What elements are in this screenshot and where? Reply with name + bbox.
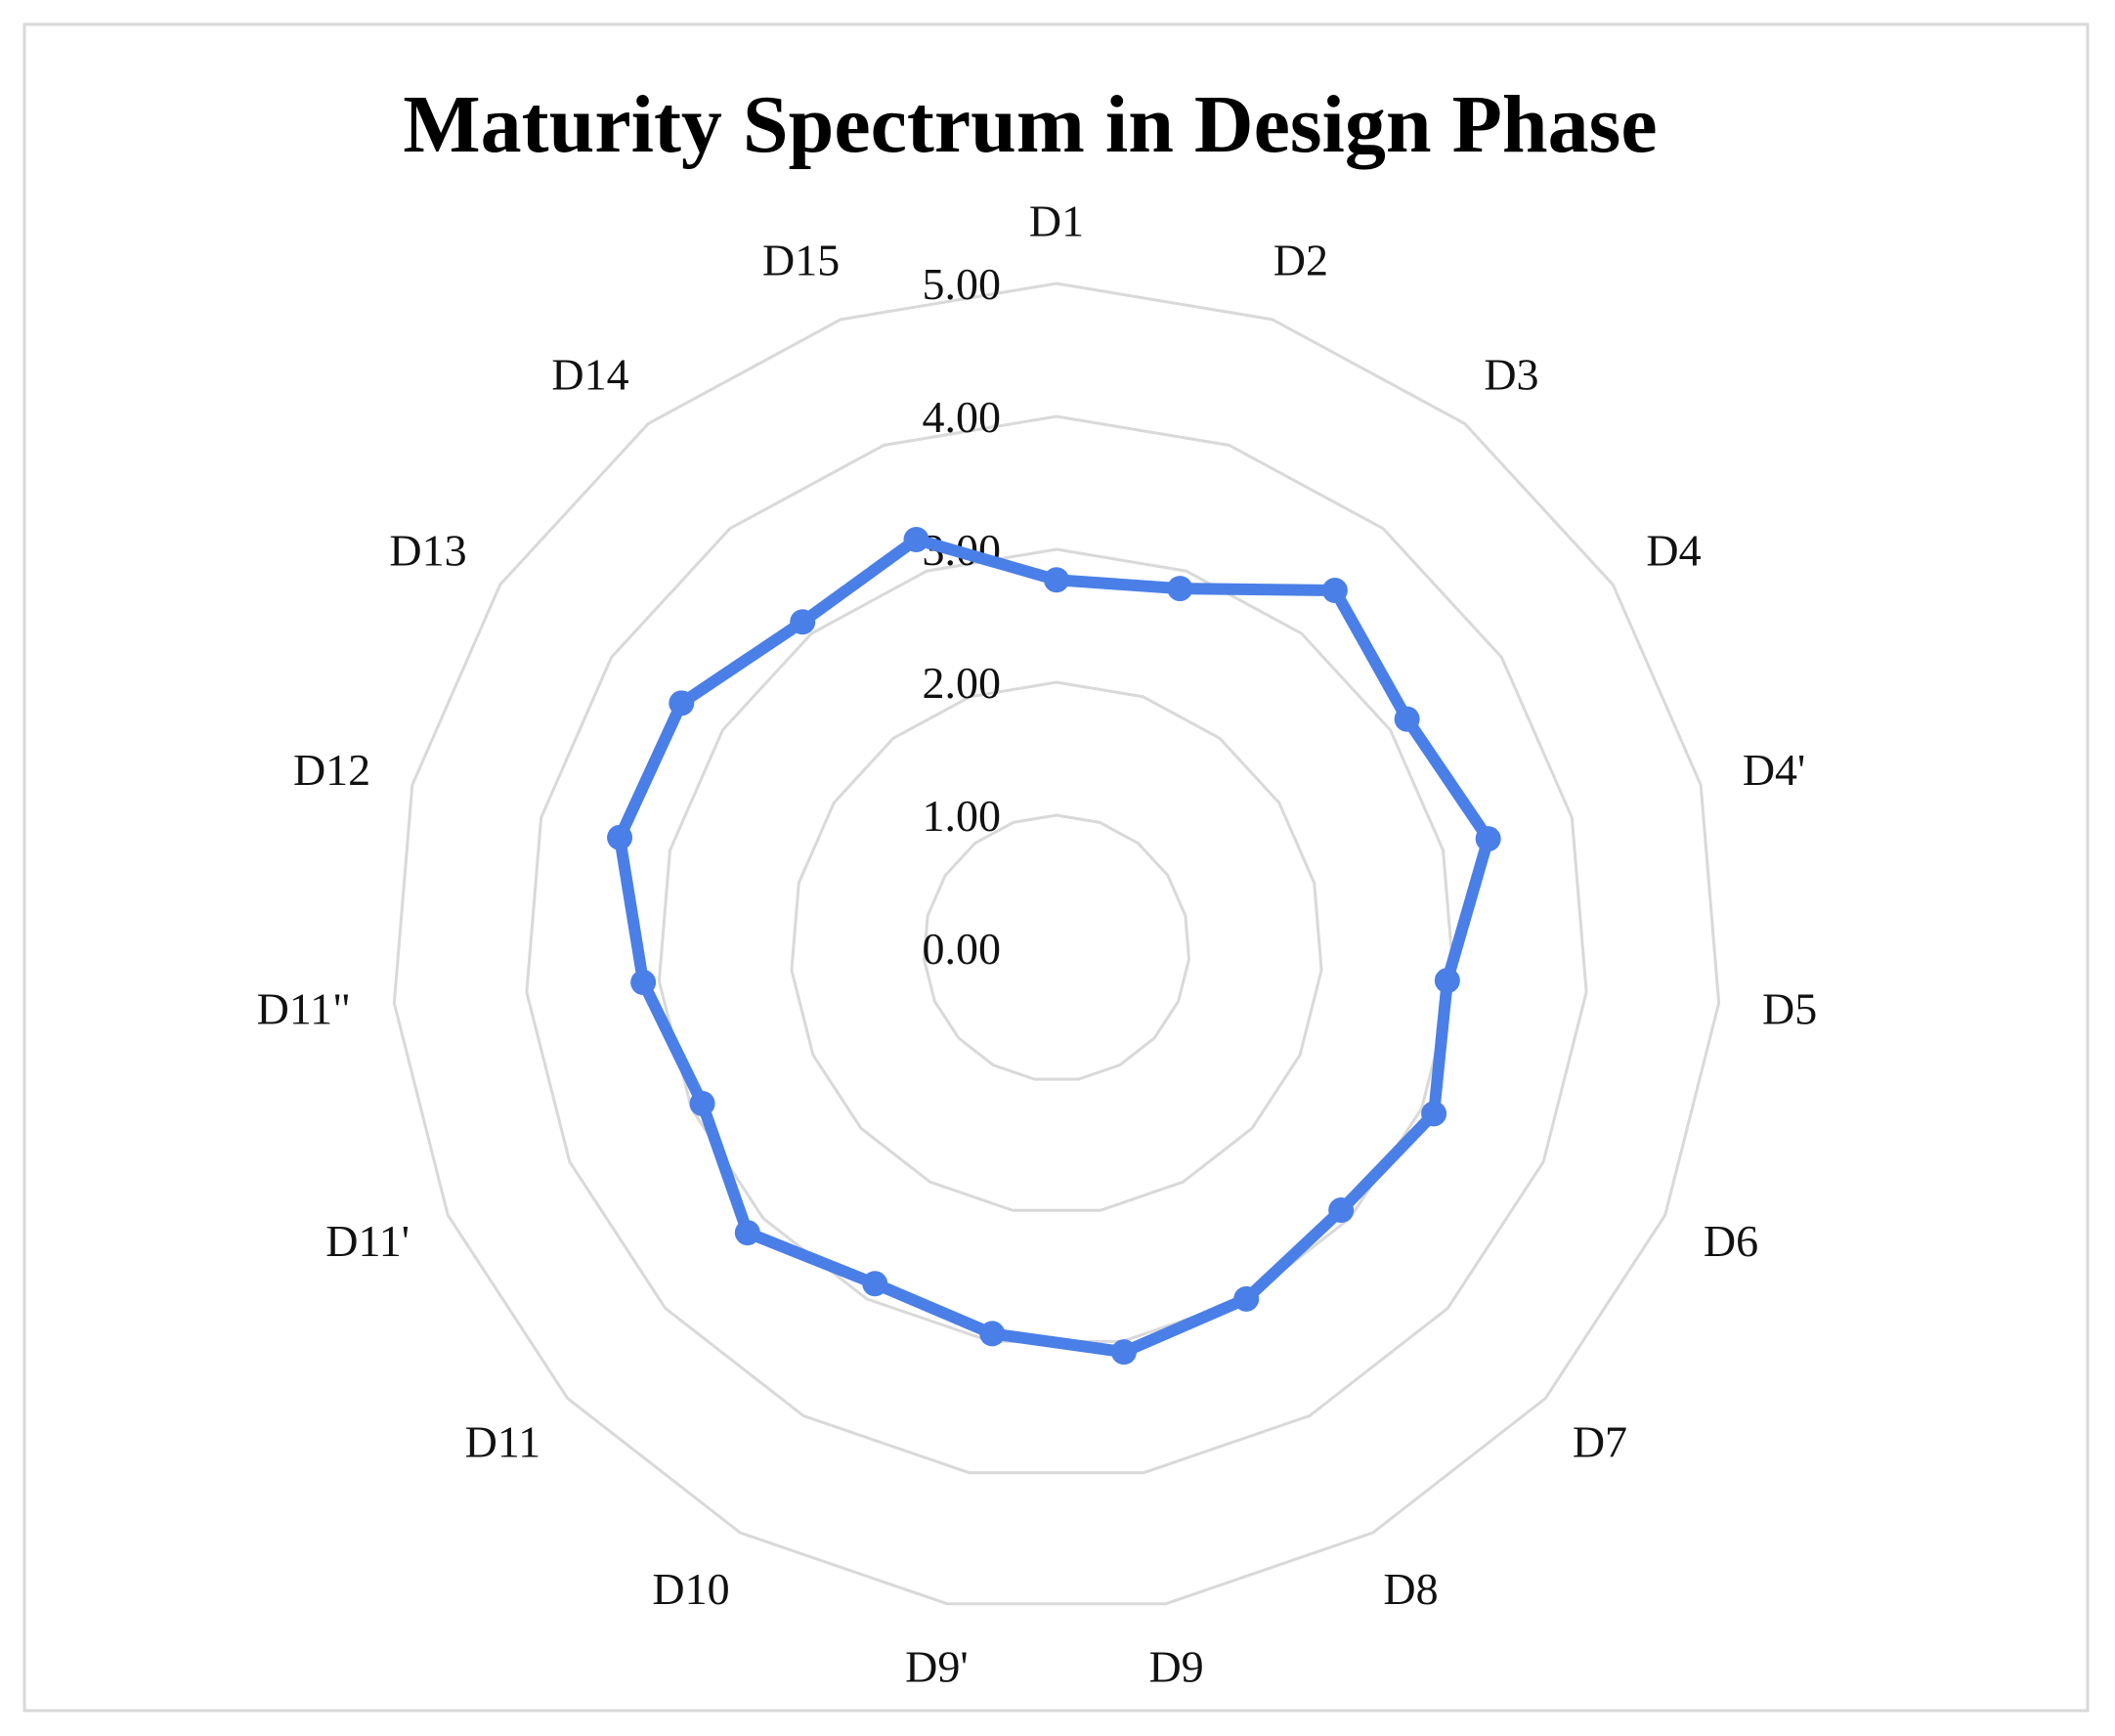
series bbox=[607, 526, 1501, 1366]
grid-ring bbox=[922, 813, 1191, 1081]
data-point bbox=[1167, 576, 1193, 602]
category-label: D1 bbox=[1029, 195, 1084, 245]
data-point bbox=[607, 824, 633, 850]
category-label: D8 bbox=[1383, 1564, 1438, 1614]
data-point bbox=[689, 1090, 715, 1116]
category-label: D13 bbox=[389, 526, 466, 576]
category-label: D9' bbox=[905, 1641, 969, 1691]
grid-ring bbox=[525, 414, 1588, 1475]
data-point bbox=[1475, 826, 1501, 852]
data-point bbox=[630, 970, 657, 996]
category-label: D3 bbox=[1484, 349, 1538, 399]
category-label: D5 bbox=[1762, 983, 1817, 1033]
grid-ring bbox=[790, 680, 1323, 1212]
data-point bbox=[1044, 567, 1069, 593]
data-point bbox=[669, 690, 695, 716]
category-labels: D1 D2 D3 D4 D4' D5 D6 D7 D8 D9 D9' D10 D11 D11' D11" D1… bbox=[257, 195, 1818, 1691]
tick-label: 2.00 bbox=[923, 658, 1002, 708]
category-label: D4' bbox=[1743, 745, 1806, 795]
data-point bbox=[1328, 1197, 1355, 1224]
tick-label: 1.00 bbox=[923, 791, 1002, 841]
data-point bbox=[1421, 1101, 1447, 1127]
tick-label: 5.00 bbox=[923, 259, 1002, 309]
data-point bbox=[734, 1220, 760, 1246]
category-label: D11 bbox=[465, 1416, 541, 1466]
category-label: D11' bbox=[325, 1216, 410, 1266]
grid bbox=[392, 282, 1721, 1606]
chart-title: Maturity Spectrum in Design Phase bbox=[403, 79, 1657, 170]
data-point bbox=[1110, 1339, 1137, 1366]
data-point bbox=[979, 1321, 1006, 1347]
data-point bbox=[1321, 578, 1348, 604]
data-point bbox=[1233, 1285, 1260, 1312]
tick-label: 0.00 bbox=[923, 924, 1002, 974]
category-label: D10 bbox=[652, 1564, 729, 1614]
grid-ring bbox=[392, 282, 1721, 1606]
category-label: D7 bbox=[1573, 1416, 1627, 1466]
tick-label: 4.00 bbox=[923, 392, 1002, 442]
category-label: D14 bbox=[551, 349, 628, 399]
category-label: D6 bbox=[1704, 1216, 1758, 1266]
tick-labels: 0.001.002.003.004.005.00 bbox=[923, 259, 1002, 974]
category-label: D11" bbox=[257, 983, 351, 1033]
series-line bbox=[614, 533, 1494, 1359]
category-label: D4 bbox=[1646, 526, 1701, 576]
category-label: D12 bbox=[293, 745, 370, 795]
category-label: D15 bbox=[762, 236, 840, 285]
data-point bbox=[903, 526, 929, 552]
category-label: D9 bbox=[1148, 1641, 1203, 1691]
chart-border bbox=[22, 22, 2090, 1713]
data-point bbox=[790, 609, 816, 635]
data-point bbox=[1394, 706, 1420, 732]
data-point bbox=[862, 1271, 888, 1297]
data-point bbox=[1434, 968, 1460, 994]
category-label: D2 bbox=[1273, 236, 1328, 285]
